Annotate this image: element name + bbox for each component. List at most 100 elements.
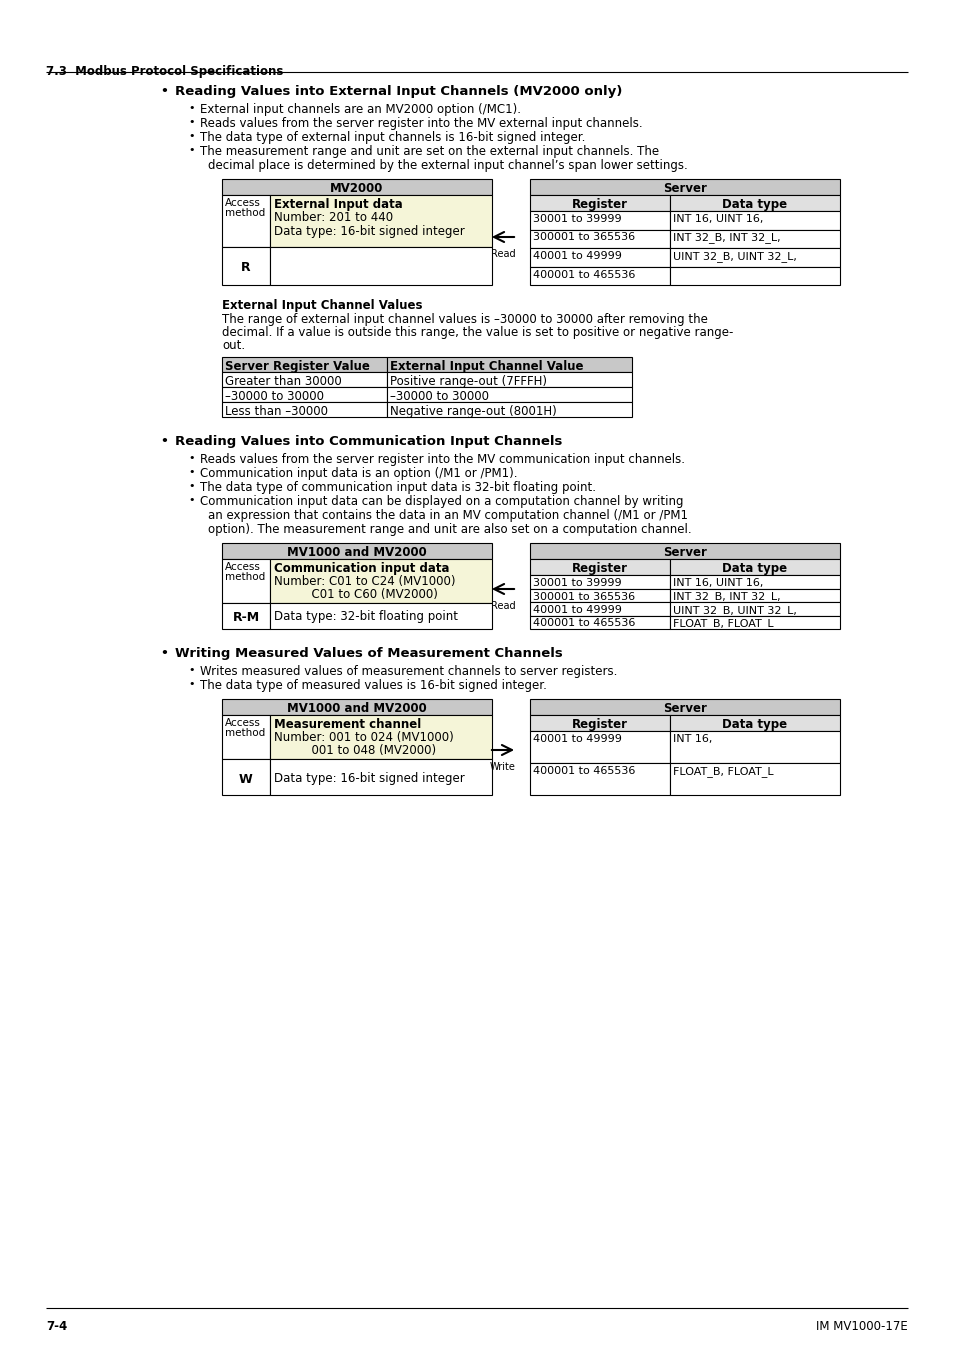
Text: 30001 to 39999: 30001 to 39999 [533,578,621,589]
Text: Communication input data is an option (/M1 or /PM1).: Communication input data is an option (/… [200,467,517,481]
Bar [387,373,631,387]
Text: W: W [239,774,253,786]
Text: Reading Values into Communication Input Channels: Reading Values into Communication Input … [174,435,561,448]
Bar [222,356,387,373]
Text: 40001 to 49999: 40001 to 49999 [533,251,621,261]
Text: option). The measurement range and unit are also set on a computation channel.: option). The measurement range and unit … [208,522,691,536]
Text: Read: Read [490,248,515,259]
Bar [530,248,669,266]
Text: •: • [160,647,168,660]
Bar [669,211,840,230]
Bar [669,248,840,266]
Text: Data type: Data type [721,198,787,211]
Bar [270,194,492,247]
Text: 40001 to 49999: 40001 to 49999 [533,734,621,744]
Bar [222,559,270,603]
Bar [270,247,492,285]
Bar [530,543,840,559]
Bar [530,211,669,230]
Bar [530,180,840,194]
Text: UINT 32_B, UINT 32_L,: UINT 32_B, UINT 32_L, [672,605,796,616]
Bar [530,699,840,716]
Text: Communication input data: Communication input data [274,562,449,575]
Text: Server: Server [662,182,706,194]
Text: out.: out. [222,339,245,352]
Text: •: • [160,85,168,99]
Bar [270,559,492,603]
Bar [530,716,669,730]
Text: Reads values from the server register into the MV external input channels.: Reads values from the server register in… [200,117,642,130]
Text: 30001 to 39999: 30001 to 39999 [533,215,621,224]
Text: Positive range-out (7FFFH): Positive range-out (7FFFH) [390,375,546,387]
Text: Access: Access [225,562,260,572]
Bar [222,180,492,194]
Text: Server Register Value: Server Register Value [225,360,370,373]
Text: Register: Register [572,718,627,730]
Bar [270,759,492,795]
Bar [222,603,270,629]
Text: –30000 to 30000: –30000 to 30000 [225,390,324,404]
Text: method: method [225,728,265,738]
Text: decimal. If a value is outside this range, the value is set to positive or negat: decimal. If a value is outside this rang… [222,325,733,339]
Text: External Input Channel Values: External Input Channel Values [222,298,422,312]
Text: decimal place is determined by the external input channel’s span lower settings.: decimal place is determined by the exter… [208,159,687,171]
Bar [222,699,492,716]
Text: INT 16, UINT 16,: INT 16, UINT 16, [672,578,762,589]
Text: •: • [188,679,194,688]
Text: •: • [188,467,194,477]
Text: 7-4: 7-4 [46,1320,67,1332]
Text: Communication input data can be displayed on a computation channel by writing: Communication input data can be displaye… [200,495,682,508]
Text: External Input Channel Value: External Input Channel Value [390,360,583,373]
Text: Data type: 32-bit floating point: Data type: 32-bit floating point [274,610,457,622]
Bar [530,194,669,211]
Text: INT 16,: INT 16, [672,734,712,744]
Text: •: • [188,481,194,491]
Text: •: • [188,103,194,113]
Text: Data type: 16-bit signed integer: Data type: 16-bit signed integer [274,772,464,784]
Bar [222,716,270,759]
Text: MV1000 and MV2000: MV1000 and MV2000 [287,545,426,559]
Text: Data type: Data type [721,562,787,575]
Text: MV1000 and MV2000: MV1000 and MV2000 [287,702,426,716]
Bar [222,373,387,387]
Text: Number: 201 to 440: Number: 201 to 440 [274,211,393,224]
Text: The measurement range and unit are set on the external input channels. The: The measurement range and unit are set o… [200,144,659,158]
Bar [530,616,669,629]
Bar [530,575,669,589]
Bar [222,759,270,795]
Text: 300001 to 365536: 300001 to 365536 [533,591,635,602]
Text: •: • [188,131,194,140]
Bar [530,589,669,602]
Text: Writes measured values of measurement channels to server registers.: Writes measured values of measurement ch… [200,666,617,678]
Bar [222,543,492,559]
Text: 400001 to 465536: 400001 to 465536 [533,765,635,776]
Bar [530,266,669,285]
Bar [387,356,631,373]
Text: 7.3  Modbus Protocol Specifications: 7.3 Modbus Protocol Specifications [46,65,283,78]
Bar [669,602,840,616]
Bar [669,194,840,211]
Bar [222,247,270,285]
Text: External input channels are an MV2000 option (/MC1).: External input channels are an MV2000 op… [200,103,520,116]
Bar [669,559,840,575]
Text: MV2000: MV2000 [330,182,383,194]
Text: 300001 to 365536: 300001 to 365536 [533,232,635,243]
Bar [270,716,492,759]
Bar [530,230,669,248]
Bar [669,575,840,589]
Text: IM MV1000-17E: IM MV1000-17E [816,1320,907,1332]
Text: Negative range-out (8001H): Negative range-out (8001H) [390,405,557,418]
Text: •: • [188,666,194,675]
Bar [387,387,631,402]
Text: Register: Register [572,198,627,211]
Bar [222,387,387,402]
Bar [270,603,492,629]
Text: The range of external input channel values is –30000 to 30000 after removing the: The range of external input channel valu… [222,313,707,325]
Text: Server: Server [662,702,706,716]
Bar [669,589,840,602]
Text: method: method [225,572,265,582]
Text: R-M: R-M [233,612,259,624]
Bar [530,763,669,795]
Text: 40001 to 49999: 40001 to 49999 [533,605,621,616]
Text: Data type: Data type [721,718,787,730]
